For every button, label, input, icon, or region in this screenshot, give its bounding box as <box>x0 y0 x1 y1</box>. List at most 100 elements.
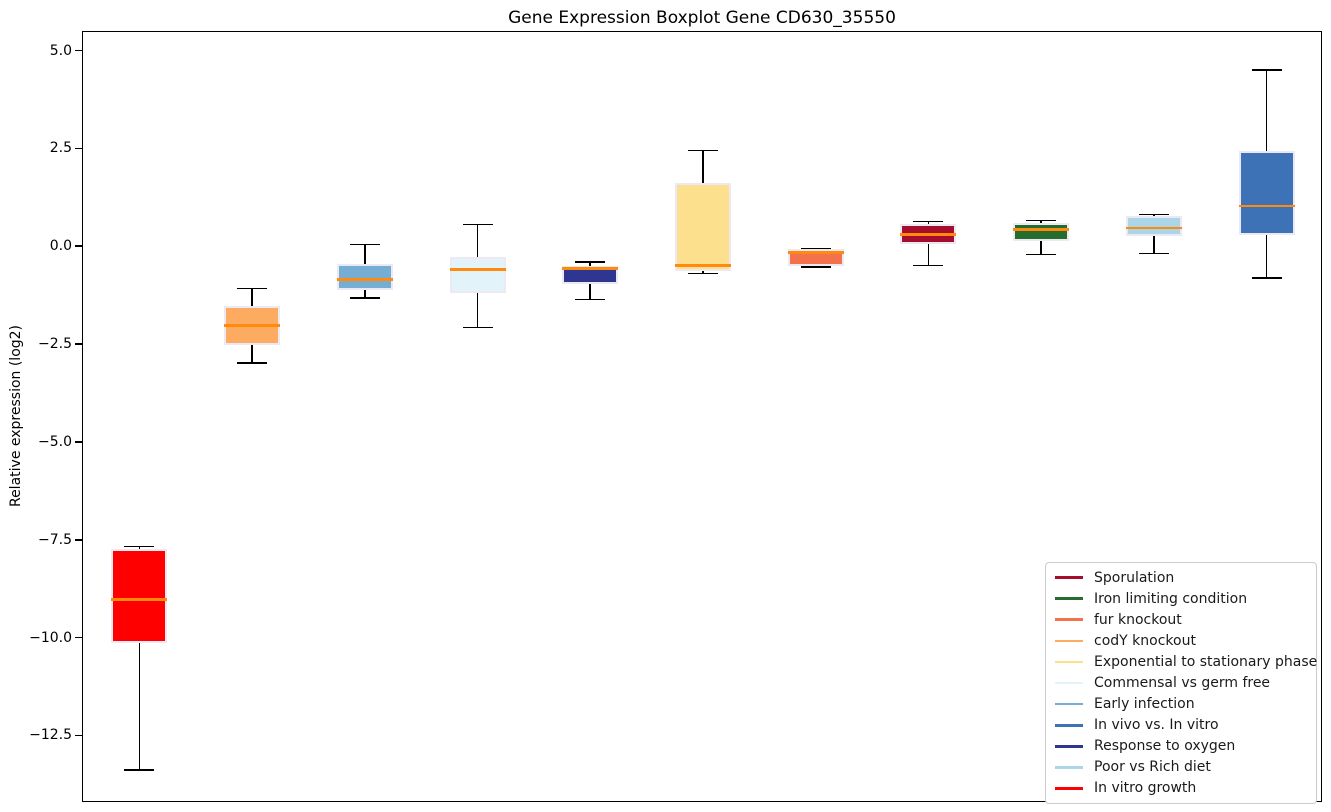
lower-cap <box>237 361 268 364</box>
lower-cap <box>575 298 606 301</box>
y-tick-label: −7.5 <box>38 531 72 548</box>
lower-whisker <box>476 293 479 328</box>
upper-whisker <box>1040 220 1042 223</box>
lower-whisker <box>251 345 253 363</box>
legend-swatch-response-to-oxygen <box>1055 745 1083 748</box>
lower-whisker <box>927 244 930 266</box>
upper-cap <box>124 545 155 548</box>
median-line <box>1125 226 1182 230</box>
upper-whisker <box>138 546 141 549</box>
lower-whisker <box>589 284 592 300</box>
y-tick-mark <box>75 538 82 541</box>
median-line <box>449 268 506 271</box>
legend-swatch-sporulation <box>1055 576 1083 579</box>
lower-cap <box>462 326 493 329</box>
legend-label-iron-limiting-condition: Iron limiting condition <box>1094 590 1248 607</box>
legend-swatch-early-infection <box>1055 702 1083 706</box>
legend-swatch-in-vitro-growth <box>1055 787 1083 790</box>
lower-cap <box>1251 276 1282 279</box>
y-tick-label: 2.5 <box>49 140 72 157</box>
legend-entry-fur-knockout: fur knockout <box>1055 609 1307 630</box>
legend-entry-poor-vs-rich-diet: Poor vs Rich diet <box>1055 757 1307 778</box>
y-tick-mark <box>75 147 82 150</box>
legend-label-sporulation: Sporulation <box>1094 569 1175 586</box>
box <box>336 263 393 290</box>
upper-cap <box>913 220 944 223</box>
legend-entry-in-vitro-growth: In vitro growth <box>1055 778 1307 799</box>
upper-cap <box>1251 69 1282 71</box>
median-line <box>562 267 619 271</box>
legend-label-exponential-to-stationary-phase: Exponential to stationary phase <box>1094 653 1318 670</box>
legend-entry-early-infection: Early infection <box>1055 694 1307 715</box>
y-tick-label: −10.0 <box>29 629 72 646</box>
upper-whisker <box>476 224 479 257</box>
upper-whisker <box>364 244 366 264</box>
y-tick-label: −5.0 <box>38 433 72 450</box>
upper-cap <box>575 261 606 263</box>
median-line <box>111 598 168 601</box>
box <box>111 548 168 643</box>
legend-swatch-in-vivo-vs-in-vitro <box>1055 723 1083 727</box>
upper-cap <box>688 149 718 152</box>
y-tick-label: 0.0 <box>49 238 72 255</box>
median-line <box>336 278 393 282</box>
upper-cap <box>1138 213 1169 216</box>
legend: Sporulation Iron limiting condition fur kn… <box>1045 562 1318 805</box>
y-axis-label: Relative expression (log2) <box>8 324 24 508</box>
legend-swatch-iron-limiting-condition <box>1055 597 1083 600</box>
legend-entry-in-vivo-vs-in-vitro: In vivo vs. In vitro <box>1055 715 1307 736</box>
median-line <box>1013 227 1070 231</box>
legend-entry-response-to-oxygen: Response to oxygen <box>1055 736 1307 757</box>
y-tick-mark <box>75 245 82 248</box>
legend-swatch-cody-knockout <box>1055 639 1083 643</box>
upper-whisker <box>927 221 930 224</box>
median-line <box>224 324 281 327</box>
upper-cap <box>349 243 380 246</box>
plot-area <box>82 31 1322 802</box>
y-tick-label: 5.0 <box>49 42 72 59</box>
median-line <box>675 264 731 267</box>
upper-cap <box>1026 219 1057 222</box>
y-tick-mark <box>75 343 82 345</box>
legend-entry-iron-limiting-condition: Iron limiting condition <box>1055 588 1307 609</box>
legend-swatch-poor-vs-rich-diet <box>1055 766 1083 769</box>
lower-whisker <box>138 642 141 770</box>
legend-entry-commensal-vs-germ-free: Commensal vs germ free <box>1055 672 1307 693</box>
legend-label-poor-vs-rich-diet: Poor vs Rich diet <box>1094 759 1211 776</box>
lower-cap <box>1138 252 1169 255</box>
lower-whisker <box>702 270 704 274</box>
legend-label-cody-knockout: codY knockout <box>1094 632 1196 649</box>
upper-cap <box>800 247 831 250</box>
y-tick-mark <box>75 636 82 639</box>
chart-title: Gene Expression Boxplot Gene CD630_35550 <box>508 8 896 28</box>
median-line <box>787 251 844 255</box>
box <box>675 183 731 271</box>
lower-cap <box>800 266 831 268</box>
legend-entry-sporulation: Sporulation <box>1055 567 1307 588</box>
box <box>1125 216 1182 236</box>
y-tick-mark <box>75 734 82 737</box>
y-tick-label: −2.5 <box>38 336 72 353</box>
lower-cap <box>349 297 380 299</box>
lower-whisker <box>364 289 366 299</box>
upper-cap <box>462 223 493 226</box>
median-line <box>1238 204 1295 208</box>
lower-cap <box>688 272 718 275</box>
box <box>449 256 506 294</box>
lower-cap <box>124 768 155 771</box>
y-tick-mark <box>75 49 82 52</box>
legend-label-early-infection: Early infection <box>1094 696 1195 713</box>
upper-whisker <box>702 150 704 184</box>
upper-whisker <box>1265 69 1268 151</box>
legend-swatch-fur-knockout <box>1055 618 1083 622</box>
y-tick-label: −12.5 <box>29 727 72 744</box>
legend-swatch-exponential-to-stationary-phase <box>1055 660 1083 664</box>
legend-label-response-to-oxygen: Response to oxygen <box>1094 738 1236 755</box>
upper-cap <box>237 287 268 290</box>
box <box>1013 222 1070 242</box>
legend-label-in-vivo-vs-in-vitro: In vivo vs. In vitro <box>1094 717 1219 734</box>
lower-whisker <box>1265 235 1268 278</box>
legend-label-fur-knockout: fur knockout <box>1094 611 1182 628</box>
lower-whisker <box>1153 235 1155 254</box>
